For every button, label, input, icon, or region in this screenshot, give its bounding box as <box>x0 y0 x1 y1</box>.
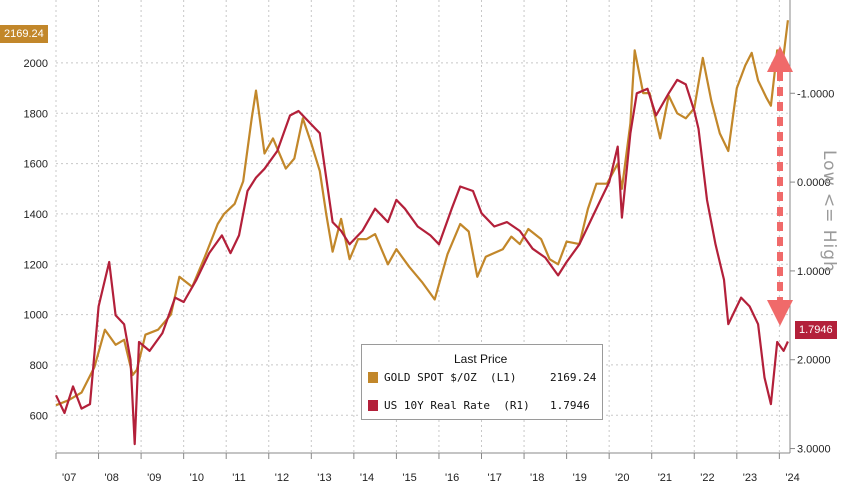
arrow-head-bottom <box>767 300 793 326</box>
gold-last-value-tag: 2169.24 <box>0 25 48 43</box>
left-tick-label: 600 <box>30 410 48 422</box>
real-rate-last-value-tag: 1.7946 <box>795 321 837 339</box>
x-tick-label: '19 <box>573 472 587 484</box>
legend-entry-gold: GOLD SPOT $/OZ (L1) 2169.24 <box>368 371 596 385</box>
low-high-arrow <box>767 46 793 326</box>
x-tick-label: '24 <box>785 472 799 484</box>
left-tick-label: 1000 <box>24 310 48 322</box>
x-tick-label: '10 <box>190 472 204 484</box>
legend: Last Price GOLD SPOT $/OZ (L1) 2169.24 U… <box>361 344 603 420</box>
gold-spot-line <box>55 20 789 407</box>
x-tick-label: '09 <box>147 472 161 484</box>
right-axis-note: Low <= High <box>819 150 839 273</box>
legend-swatch-real-rate <box>368 400 378 411</box>
x-tick-label: '20 <box>615 472 629 484</box>
legend-label-gold: GOLD SPOT $/OZ (L1) <box>384 371 517 384</box>
legend-swatch-gold <box>368 372 378 383</box>
us-10y-real-rate-line <box>55 78 789 446</box>
x-tick-label: '16 <box>445 472 459 484</box>
left-tick-label: 1800 <box>24 108 48 120</box>
right-tick-label: 1.0000 <box>797 266 831 278</box>
left-tick-label: 2000 <box>24 58 48 70</box>
left-tick-label: 1200 <box>24 259 48 271</box>
right-tick-label: 3.0000 <box>797 444 831 456</box>
x-tick-label: '21 <box>658 472 672 484</box>
gridlines <box>55 0 790 453</box>
right-tick-label: 2.0000 <box>797 355 831 367</box>
legend-entry-real-rate: US 10Y Real Rate (R1) 1.7946 <box>368 399 596 413</box>
x-tick-label: '17 <box>488 472 502 484</box>
left-tick-label: 800 <box>30 360 48 372</box>
series-layer <box>55 20 789 446</box>
legend-label-real-rate: US 10Y Real Rate (R1) <box>384 399 530 412</box>
legend-value-gold: 2169.24 <box>550 371 597 384</box>
left-tick-label: 1400 <box>24 209 48 221</box>
left-tick-label: 1600 <box>24 159 48 171</box>
x-tick-label: '15 <box>402 472 416 484</box>
right-tick-label: -1.0000 <box>797 88 834 100</box>
x-tick-label: '13 <box>317 472 331 484</box>
arrow-head-top <box>767 46 793 72</box>
x-tick-label: '18 <box>530 472 544 484</box>
legend-value-real-rate: 1.7946 <box>550 399 590 412</box>
right-tick-label: 0.0000 <box>797 177 831 189</box>
x-tick-label: '23 <box>743 472 757 484</box>
x-tick-label: '14 <box>360 472 374 484</box>
x-tick-label: '12 <box>275 472 289 484</box>
axes: '07 '08 '09 '10 '11 '12 '13 '14 '15 '16 '17 '18 '19 '… <box>24 0 834 484</box>
x-tick-label: '11 <box>232 472 246 484</box>
legend-header: Last Price <box>454 352 508 366</box>
x-tick-label: '08 <box>105 472 119 484</box>
x-tick-label: '07 <box>62 472 76 484</box>
x-tick-label: '22 <box>700 472 714 484</box>
